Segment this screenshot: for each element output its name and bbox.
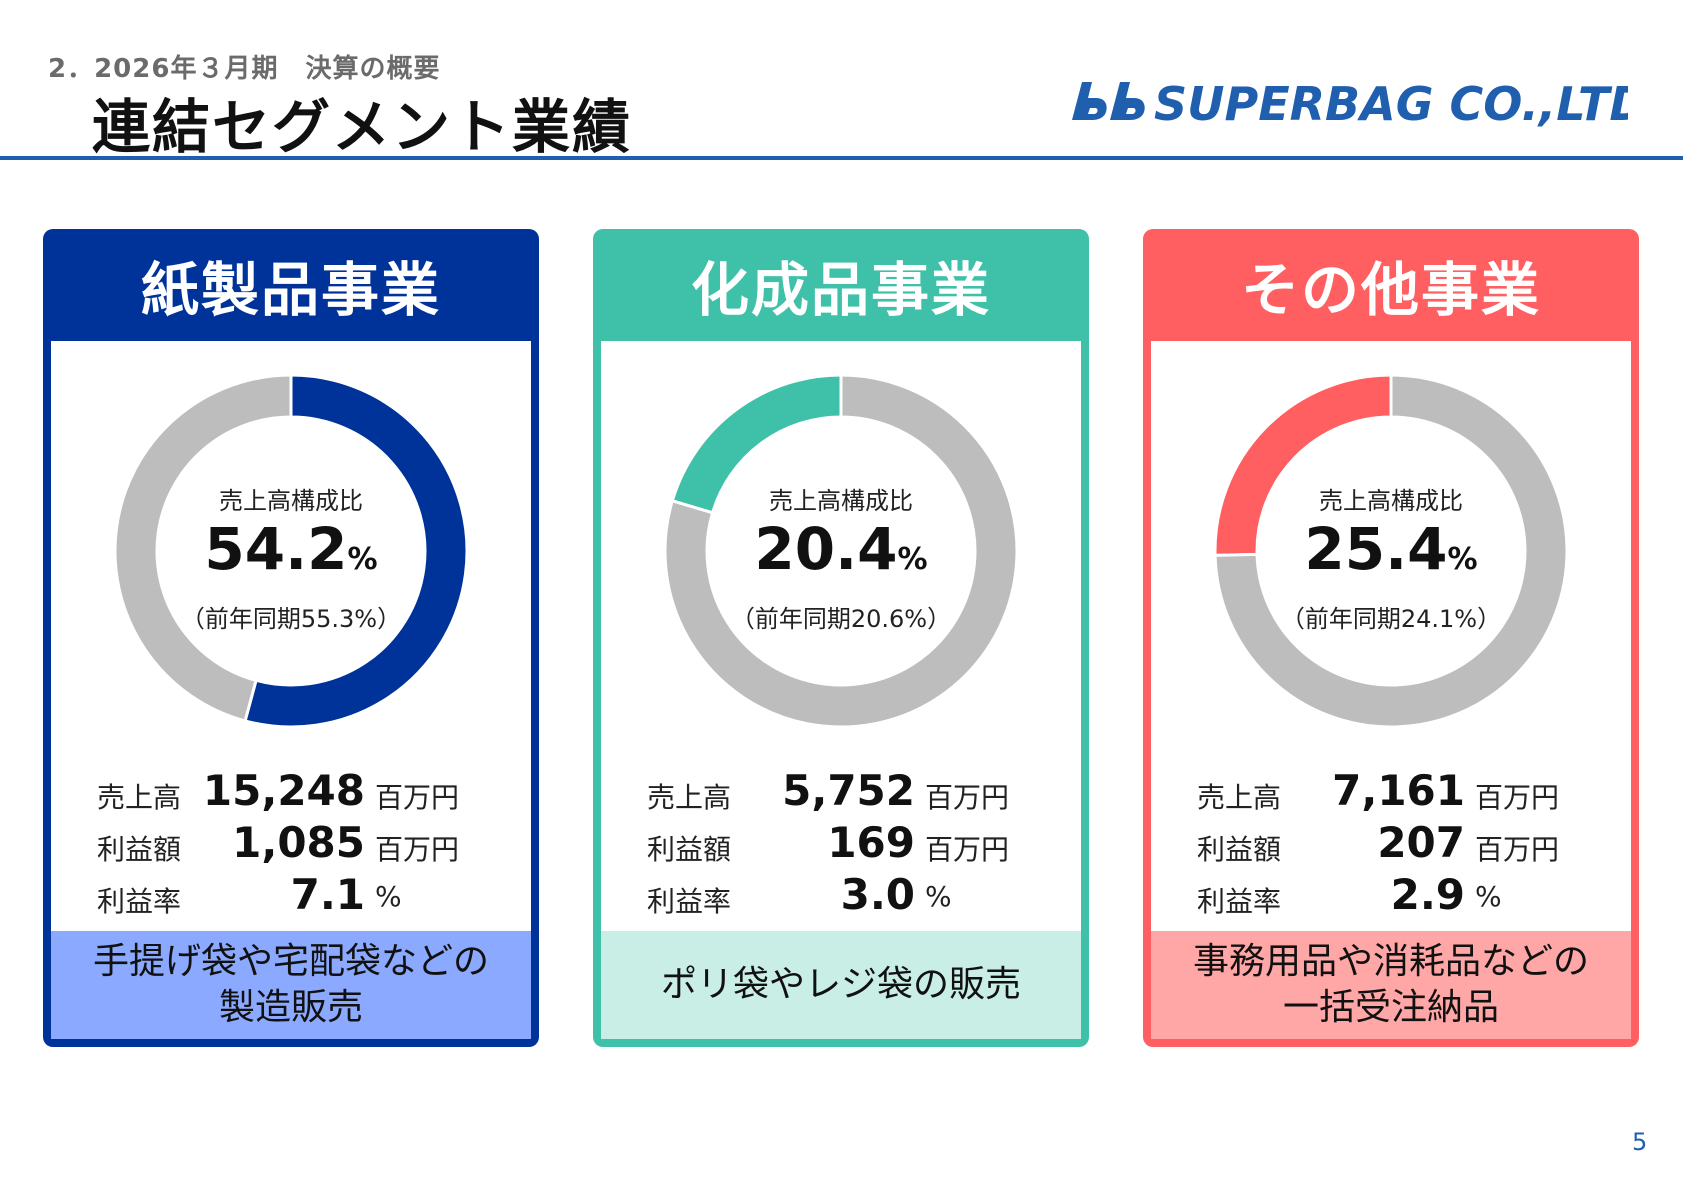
share-value: 20.4%	[601, 515, 1081, 583]
share-donut-chart	[1213, 373, 1569, 729]
share-caption: 売上高構成比	[219, 487, 363, 515]
donut-slice-rest	[1213, 373, 1569, 729]
share-caption: 売上高構成比	[769, 487, 913, 515]
sales-unit: 百万円	[1475, 781, 1560, 814]
profit-value: 169	[827, 818, 915, 867]
previous-share: （前年同期55.3%）	[180, 605, 402, 633]
profit-label: 利益額	[1197, 833, 1282, 866]
donut-slice-rest	[663, 373, 1019, 729]
segment-card: 紙製品事業 売上高構成比 54.2% （前年同期55.3%） 売上高 15,24…	[43, 229, 539, 1047]
share-donut-chart	[663, 373, 1019, 729]
previous-share: （前年同期20.6%）	[730, 605, 952, 633]
metrics: 売上高 15,248 百万円 利益額 1,085 百万円 利益率 7.1 %	[97, 766, 517, 922]
share-donut-chart	[113, 373, 469, 729]
profit-value: 207	[1377, 818, 1465, 867]
sales-unit: 百万円	[925, 781, 1010, 814]
page-number: 5	[1632, 1128, 1648, 1156]
logo-mark-icon	[1072, 82, 1145, 120]
share-number: 20.4	[754, 515, 898, 583]
margin-value: 3.0	[840, 870, 915, 919]
share-unit: %	[1447, 542, 1478, 577]
segment-title: 紙製品事業	[140, 256, 441, 324]
donut-slice-segment	[243, 373, 469, 729]
segment-title: その他事業	[1240, 256, 1541, 324]
sales-label: 売上高	[97, 781, 182, 814]
margin-unit: %	[1475, 880, 1502, 913]
segment-description: 事務用品や消耗品などの 一括受注納品	[1151, 931, 1631, 1039]
profit-row: 利益額 207 百万円	[1197, 818, 1617, 870]
share-caption: 売上高構成比	[1319, 487, 1463, 515]
segment-card: その他事業 売上高構成比 25.4% （前年同期24.1%） 売上高 7,161…	[1143, 229, 1639, 1047]
profit-row: 利益額 1,085 百万円	[97, 818, 517, 870]
segment-card: 化成品事業 売上高構成比 20.4% （前年同期20.6%） 売上高 5,752…	[593, 229, 1089, 1047]
margin-label: 利益率	[647, 885, 732, 918]
previous-share: （前年同期24.1%）	[1280, 605, 1502, 633]
sales-value: 7,161	[1332, 766, 1465, 815]
sales-row: 売上高 15,248 百万円	[97, 766, 517, 818]
margin-label: 利益率	[1197, 885, 1282, 918]
donut-slice-rest	[113, 373, 293, 723]
metrics: 売上高 5,752 百万円 利益額 169 百万円 利益率 3.0 %	[647, 766, 1067, 922]
margin-label: 利益率	[97, 885, 182, 918]
company-logo: SUPERBAG CO.,LTD.	[1072, 77, 1628, 131]
margin-value: 2.9	[1390, 870, 1465, 919]
margin-unit: %	[375, 880, 402, 913]
segment-body: 売上高構成比 20.4% （前年同期20.6%） 売上高 5,752 百万円 利…	[601, 341, 1081, 931]
margin-unit: %	[925, 880, 952, 913]
profit-unit: 百万円	[1475, 833, 1560, 866]
logo-text: SUPERBAG CO.,LTD.	[1154, 77, 1628, 131]
margin-row: 利益率 2.9 %	[1197, 870, 1617, 922]
margin-row: 利益率 3.0 %	[647, 870, 1067, 922]
metrics: 売上高 7,161 百万円 利益額 207 百万円 利益率 2.9 %	[1197, 766, 1617, 922]
profit-label: 利益額	[97, 833, 182, 866]
share-unit: %	[347, 542, 378, 577]
sales-unit: 百万円	[375, 781, 460, 814]
segment-body: 売上高構成比 25.4% （前年同期24.1%） 売上高 7,161 百万円 利…	[1151, 341, 1631, 931]
header-rule	[0, 156, 1683, 160]
margin-value: 7.1	[290, 870, 365, 919]
sales-value: 15,248	[202, 766, 365, 815]
profit-unit: 百万円	[375, 833, 460, 866]
sales-label: 売上高	[1197, 781, 1282, 814]
profit-label: 利益額	[647, 833, 732, 866]
segment-body: 売上高構成比 54.2% （前年同期55.3%） 売上高 15,248 百万円 …	[51, 341, 531, 931]
profit-value: 1,085	[232, 818, 365, 867]
share-value: 25.4%	[1151, 515, 1631, 583]
share-number: 54.2	[204, 515, 348, 583]
segment-title: 化成品事業	[690, 256, 991, 324]
share-value: 54.2%	[51, 515, 531, 583]
sales-row: 売上高 7,161 百万円	[1197, 766, 1617, 818]
profit-row: 利益額 169 百万円	[647, 818, 1067, 870]
segment-description: 手提げ袋や宅配袋などの 製造販売	[51, 931, 531, 1039]
sales-value: 5,752	[782, 766, 915, 815]
sales-row: 売上高 5,752 百万円	[647, 766, 1067, 818]
profit-unit: 百万円	[925, 833, 1010, 866]
sales-label: 売上高	[647, 781, 732, 814]
margin-row: 利益率 7.1 %	[97, 870, 517, 922]
section-subtitle: 2．2026年３月期 決算の概要	[48, 54, 441, 84]
share-number: 25.4	[1304, 515, 1448, 583]
share-unit: %	[897, 542, 928, 577]
segment-description: ポリ袋やレジ袋の販売	[601, 931, 1081, 1039]
page-title: 連結セグメント業績	[92, 93, 633, 161]
